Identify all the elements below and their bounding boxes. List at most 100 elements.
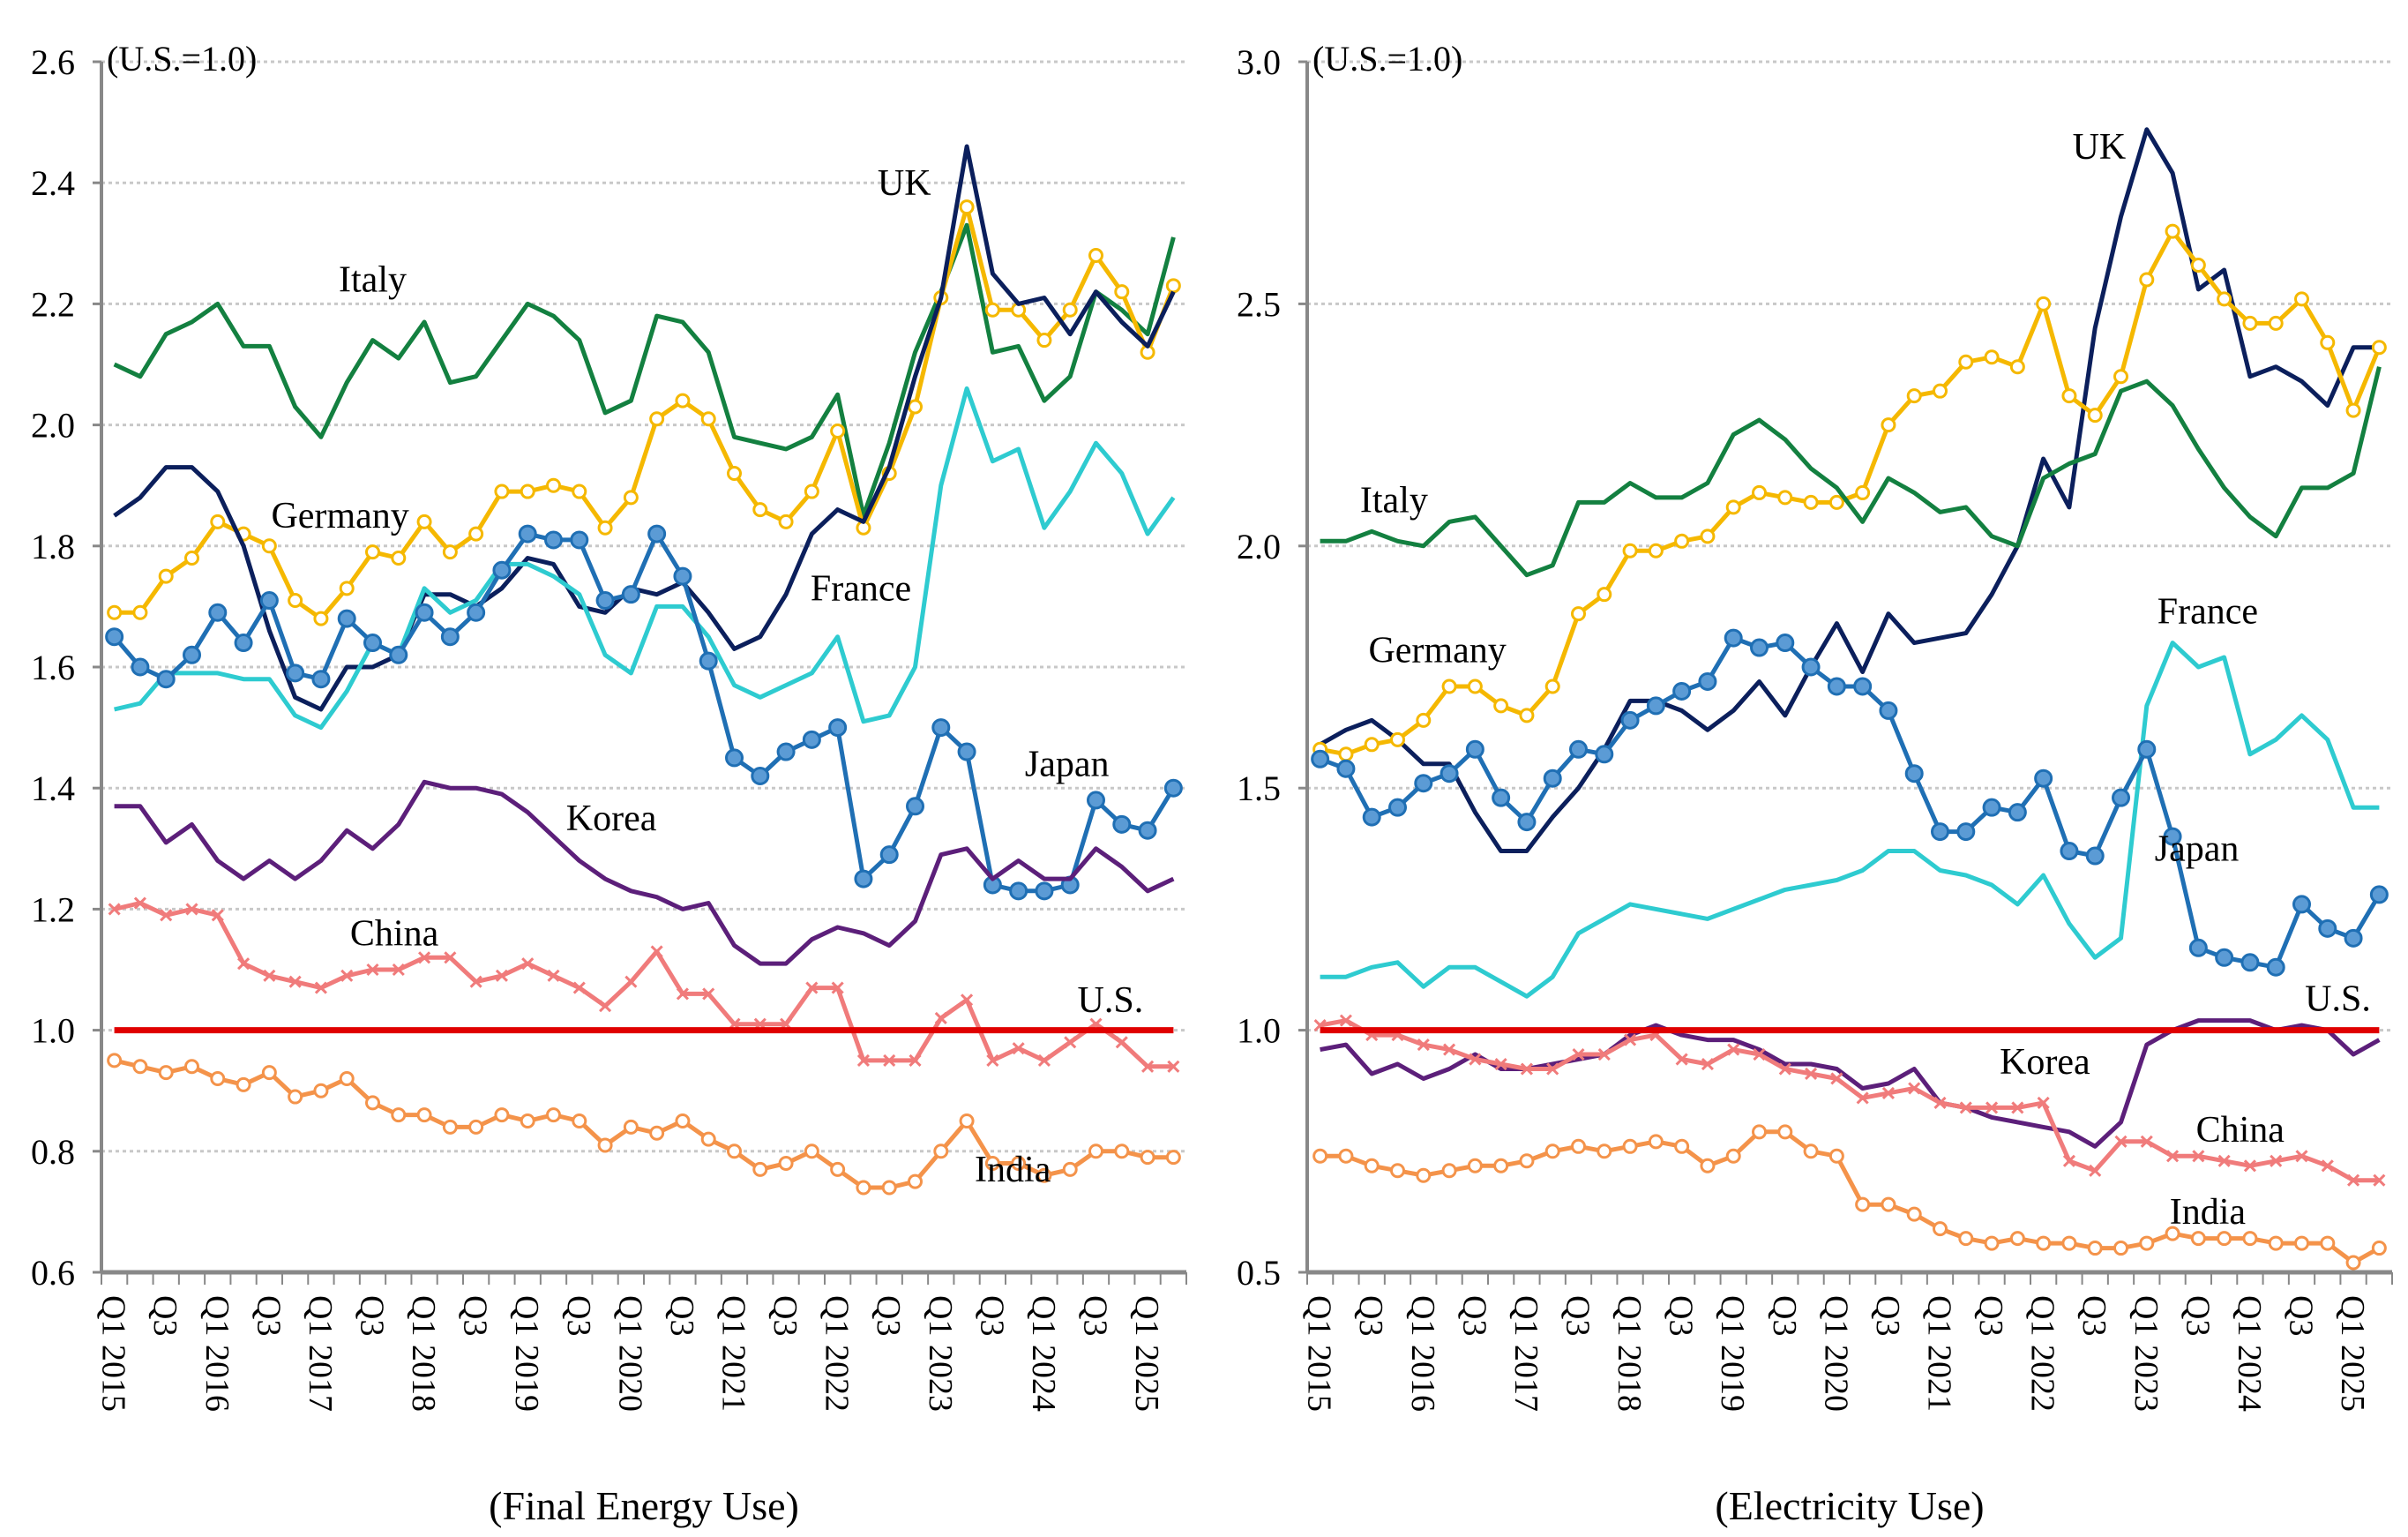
data-point	[2270, 1154, 2283, 1167]
data-point	[650, 945, 663, 958]
data-point	[2294, 1235, 2309, 1251]
data-point	[442, 1119, 458, 1135]
series-us: U.S.	[114, 980, 1174, 1034]
data-point	[263, 969, 276, 982]
x-tick-label: Q3	[457, 1295, 494, 1336]
data-point	[1933, 1221, 1948, 1237]
data-point	[2192, 1150, 2205, 1163]
data-point	[495, 969, 508, 982]
data-point	[673, 566, 692, 586]
data-point	[1701, 1057, 1714, 1071]
series-japan: Japan	[105, 524, 1183, 901]
data-point	[314, 981, 327, 994]
data-point	[2112, 788, 2130, 807]
data-point	[881, 1180, 897, 1196]
series-line	[113, 144, 1176, 712]
data-point	[1390, 1163, 1405, 1179]
data-point	[340, 969, 354, 982]
y-tick-label: 0.5	[1237, 1253, 1281, 1293]
data-point	[804, 484, 819, 499]
series-uk: UK	[1319, 127, 2380, 853]
data-point	[184, 1059, 199, 1075]
data-point	[2345, 1255, 2361, 1271]
data-point	[2113, 369, 2128, 385]
data-point	[597, 1137, 613, 1153]
x-tick-label: Q3	[2075, 1295, 2113, 1336]
x-tick-label: Q3	[560, 1295, 597, 1336]
data-point	[933, 1143, 949, 1159]
data-point	[2318, 918, 2337, 938]
series-line	[113, 222, 1176, 518]
y-tick-label: 2.2	[31, 284, 75, 324]
data-point	[2008, 803, 2027, 822]
data-point	[2061, 388, 2077, 404]
data-point	[2060, 842, 2079, 861]
data-point	[1597, 587, 1612, 603]
data-point	[1830, 1072, 1843, 1085]
data-point	[1801, 657, 1821, 677]
data-point	[1984, 1235, 2000, 1251]
y-tick-label: 2.0	[1237, 527, 1281, 566]
data-point	[2139, 1235, 2155, 1251]
data-point	[1725, 1148, 1741, 1164]
data-point	[1390, 731, 1405, 747]
data-point	[957, 742, 976, 761]
data-point	[830, 1161, 846, 1177]
data-point	[1364, 1158, 1380, 1173]
series-line	[114, 779, 1175, 966]
data-point	[1467, 679, 1483, 694]
data-point	[1011, 1156, 1027, 1172]
data-point	[908, 399, 923, 415]
data-point	[1908, 1082, 1921, 1095]
data-point	[2087, 1241, 2103, 1256]
data-point	[366, 963, 379, 977]
x-tick-label: Q1 2017	[302, 1295, 339, 1412]
series-italy: Italy	[1320, 366, 2382, 578]
data-point	[1648, 543, 1664, 559]
series-france: France	[114, 386, 1176, 731]
series-korea: Korea	[114, 779, 1175, 966]
series-label: Germany	[1368, 631, 1506, 671]
data-point	[1672, 681, 1692, 701]
data-point	[1012, 1042, 1025, 1055]
series-china: China	[1313, 1014, 2386, 1187]
data-point	[1114, 1143, 1130, 1159]
data-point	[961, 993, 974, 1007]
data-point	[1312, 1148, 1328, 1164]
x-tick-label: Q1 2025	[1128, 1295, 1165, 1412]
x-tick-label: Q3	[1663, 1295, 1700, 1336]
data-point	[2242, 1231, 2258, 1247]
series-france: France	[1320, 592, 2380, 999]
series-us: U.S.	[1320, 979, 2380, 1034]
data-point	[1597, 1047, 1611, 1061]
data-point	[2295, 1150, 2308, 1163]
series-korea: Korea	[1320, 1018, 2381, 1149]
data-point	[468, 526, 484, 542]
data-point	[2165, 223, 2180, 239]
data-point	[1982, 798, 2001, 817]
series-line	[1320, 641, 2380, 999]
data-point	[831, 981, 844, 994]
series-japan: Japan	[1311, 628, 2389, 977]
data-point	[675, 393, 691, 409]
data-point	[883, 1053, 896, 1067]
data-point	[108, 903, 121, 916]
data-point	[1777, 490, 1793, 506]
data-point	[986, 1053, 999, 1067]
data-point	[1752, 1124, 1767, 1140]
data-point	[2268, 315, 2284, 331]
series-germany: Germany	[107, 199, 1181, 626]
data-point	[468, 1119, 484, 1135]
data-point	[1700, 1158, 1716, 1173]
data-point	[931, 718, 951, 738]
series-label: France	[2157, 592, 2258, 633]
data-point	[518, 524, 537, 544]
series-label: Italy	[339, 260, 407, 301]
data-point	[313, 1083, 329, 1098]
x-tick-label: Q1 2019	[508, 1295, 545, 1412]
data-point	[624, 975, 638, 988]
data-point	[1595, 745, 1614, 764]
series-china: China	[108, 896, 1180, 1073]
x-tick-label: Q1 2021	[1921, 1295, 1958, 1412]
data-point	[1569, 739, 1588, 759]
